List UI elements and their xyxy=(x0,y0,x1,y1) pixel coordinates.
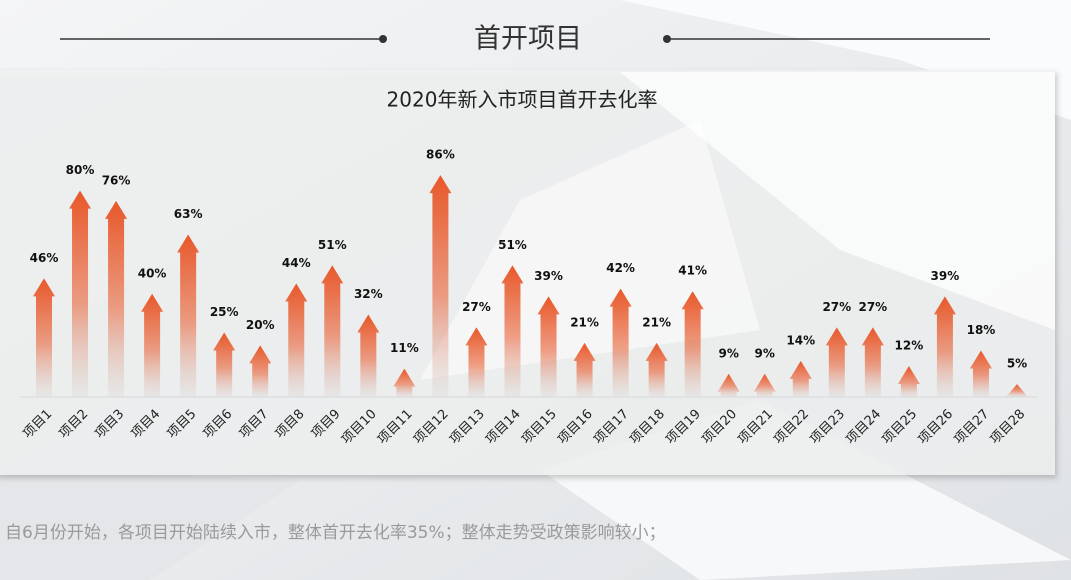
bar xyxy=(141,293,164,397)
value-label: 44% xyxy=(282,256,311,270)
bar xyxy=(537,296,560,397)
value-label: 21% xyxy=(642,315,671,329)
bar xyxy=(321,265,344,397)
decor xyxy=(620,0,1071,120)
bar xyxy=(69,190,92,397)
footnote: 自6月份开始，各项目开始陆续入市，整体首开去化率35%；整体走势受政策影响较小； xyxy=(5,523,666,543)
bar xyxy=(465,327,488,397)
value-label: 27% xyxy=(822,300,851,314)
bar xyxy=(1006,384,1028,397)
value-label: 11% xyxy=(390,341,419,355)
value-label: 14% xyxy=(786,333,815,347)
value-label: 42% xyxy=(606,261,635,275)
bar xyxy=(825,327,848,397)
bar xyxy=(573,342,596,397)
value-label: 80% xyxy=(66,163,95,177)
value-label: 63% xyxy=(174,207,203,221)
header-title: 首开项目 xyxy=(474,24,582,55)
bar xyxy=(717,373,740,397)
value-label: 76% xyxy=(102,173,131,187)
chart-title: 2020年新入市项目首开去化率 xyxy=(387,88,658,112)
value-label: 18% xyxy=(967,323,996,337)
value-label: 27% xyxy=(462,300,491,314)
decor xyxy=(620,72,1055,330)
bar xyxy=(897,366,920,397)
bar xyxy=(105,200,128,397)
bar xyxy=(645,342,668,397)
bar xyxy=(501,265,524,397)
bar xyxy=(969,350,992,397)
value-label: 21% xyxy=(570,315,599,329)
value-label: 40% xyxy=(138,266,167,280)
bar xyxy=(861,327,884,397)
value-label: 9% xyxy=(719,346,739,360)
header-dot xyxy=(379,35,387,43)
bar xyxy=(429,175,452,397)
value-label: 86% xyxy=(426,148,455,162)
value-label: 12% xyxy=(895,339,924,353)
value-label: 46% xyxy=(30,251,59,265)
bar xyxy=(213,332,236,397)
bar xyxy=(681,291,704,397)
bar xyxy=(177,234,200,397)
header-dot xyxy=(663,35,671,43)
bar xyxy=(609,288,632,397)
value-label: 5% xyxy=(1007,357,1027,371)
bar xyxy=(393,368,416,397)
bar xyxy=(285,283,308,397)
bar xyxy=(933,296,956,397)
value-label: 51% xyxy=(498,238,527,252)
value-label: 25% xyxy=(210,305,239,319)
value-label: 20% xyxy=(246,318,275,332)
value-label: 41% xyxy=(678,264,707,278)
value-label: 9% xyxy=(755,346,775,360)
decor xyxy=(0,470,300,580)
value-label: 27% xyxy=(858,300,887,314)
bar xyxy=(753,373,776,397)
value-label: 51% xyxy=(318,238,347,252)
value-label: 39% xyxy=(931,269,960,283)
value-label: 39% xyxy=(534,269,563,283)
bar xyxy=(789,360,812,397)
bar xyxy=(249,345,272,397)
bar xyxy=(33,278,55,397)
value-label: 32% xyxy=(354,287,383,301)
bar xyxy=(357,314,380,397)
